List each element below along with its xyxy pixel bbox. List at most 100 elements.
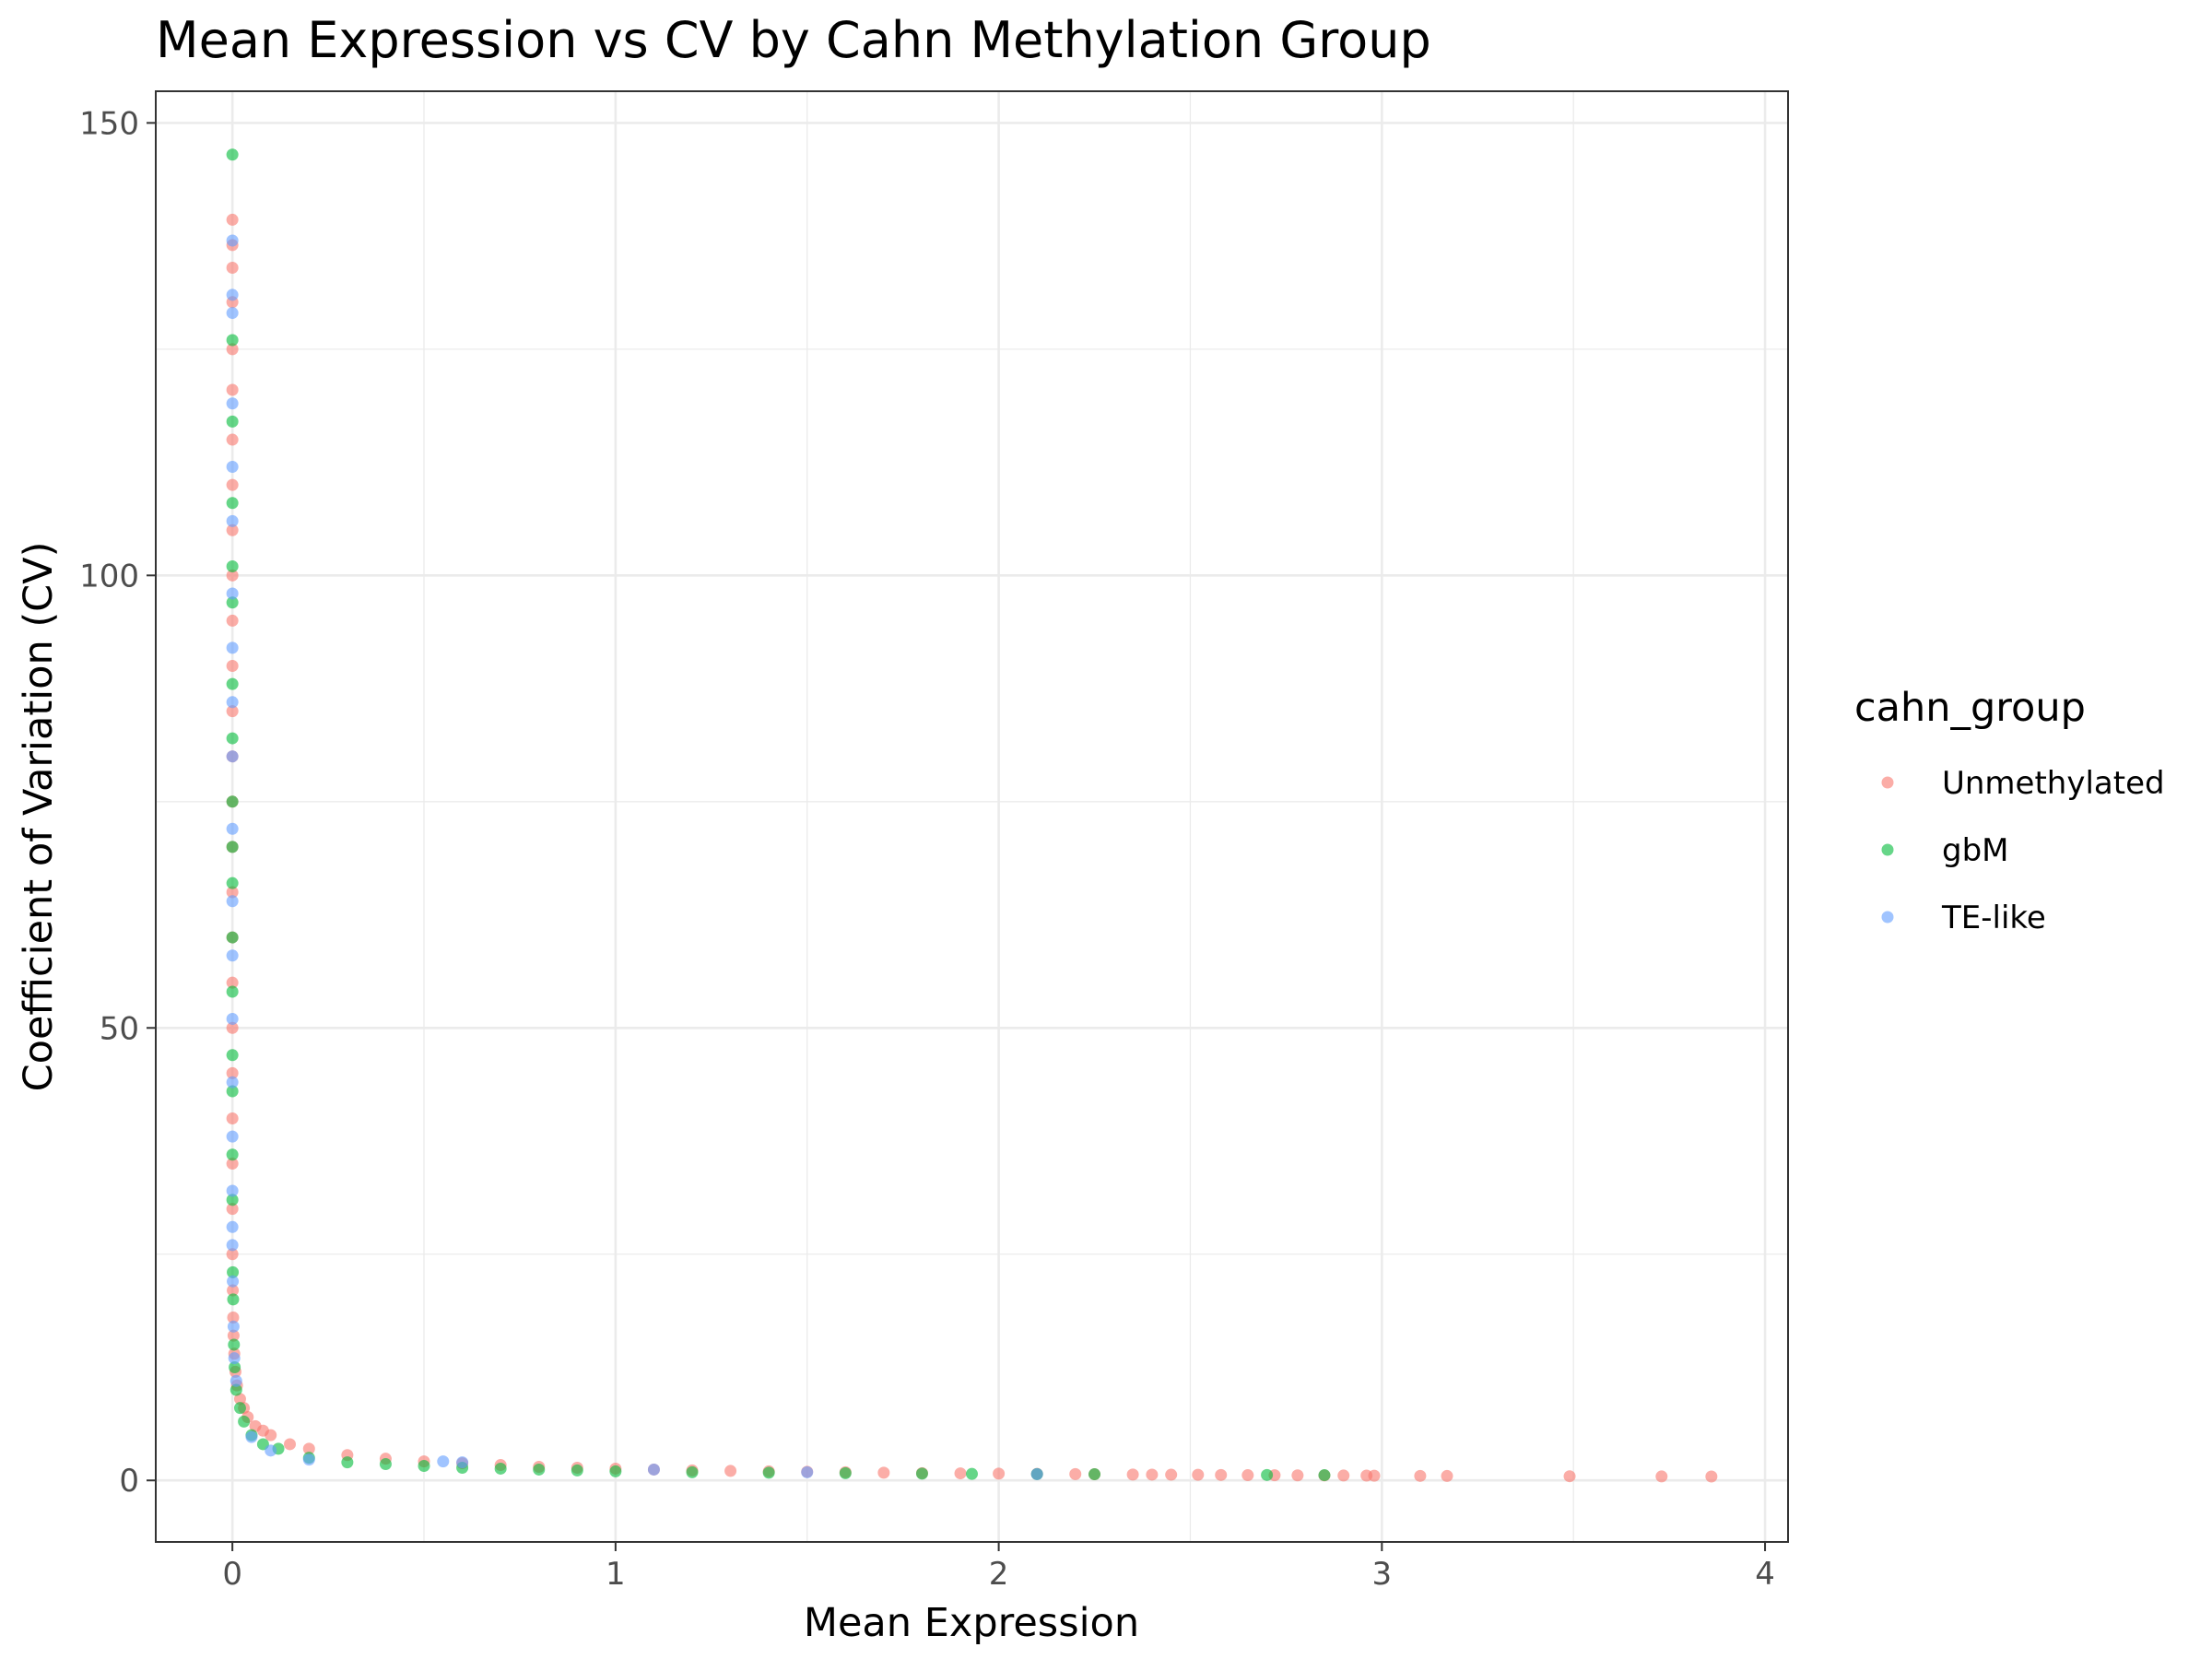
point-unmethylated [1192,1468,1205,1481]
point-unmethylated [954,1467,967,1480]
point-gbm [226,1194,239,1206]
point-gbm [226,148,239,161]
point-te-like [226,288,239,301]
point-gbm [226,415,239,428]
point-gbm [686,1465,699,1478]
point-gbm [226,1049,239,1062]
point-gbm [226,795,239,808]
point-gbm [571,1464,583,1477]
point-te-like [437,1455,450,1468]
point-unmethylated [1126,1468,1139,1481]
point-unmethylated [226,1158,239,1171]
x-tick-label: 4 [1755,1556,1775,1593]
point-gbm [915,1467,928,1480]
point-unmethylated [877,1466,890,1479]
point-gbm [609,1465,622,1477]
point-unmethylated [226,383,239,396]
x-tick-label: 1 [606,1556,626,1593]
point-te-like [245,1430,258,1443]
data-points [226,148,1718,1483]
point-gbm [418,1460,430,1473]
y-tick-label: 100 [79,558,139,594]
point-te-like [228,1352,241,1365]
point-te-like [226,397,239,410]
point-unmethylated [302,1442,315,1455]
y-axis-title: Coefficient of Variation (CV) [16,542,62,1092]
point-gbm [226,985,239,998]
point-gbm [226,677,239,690]
point-te-like [647,1463,660,1476]
chart-title: Mean Expression vs CV by Cahn Methylatio… [156,11,1431,69]
point-te-like [226,696,239,709]
point-unmethylated [265,1429,277,1441]
point-unmethylated [1705,1470,1718,1483]
point-te-like [226,1220,239,1233]
point-te-like [226,1184,239,1197]
point-te-like [226,1012,239,1025]
point-te-like [227,1320,240,1333]
point-unmethylated [226,976,239,989]
legend-key-gbm [1881,843,1894,856]
point-gbm [226,596,239,609]
point-unmethylated [226,614,239,627]
point-unmethylated [226,569,239,582]
point-gbm [228,1338,241,1351]
point-te-like [226,822,239,835]
point-gbm [226,841,239,853]
grid-major [156,91,1788,1542]
point-gbm [966,1467,978,1480]
point-gbm [229,1383,242,1396]
legend-key-te-like [1881,911,1894,924]
legend-label-te-like: TE-like [1941,900,2046,936]
point-te-like [302,1453,315,1466]
point-unmethylated [1441,1469,1453,1482]
point-gbm [839,1466,852,1479]
point-gbm [226,1085,239,1098]
point-gbm [226,497,239,510]
point-unmethylated [724,1465,737,1477]
point-gbm [227,1293,240,1306]
x-axis-title: Mean Expression [804,1600,1139,1646]
point-te-like [226,1239,239,1252]
point-unmethylated [226,478,239,491]
plot-panel [155,90,1789,1543]
point-unmethylated [233,1393,246,1406]
point-te-like [226,460,239,473]
point-gbm [226,931,239,944]
point-unmethylated [1563,1470,1576,1483]
point-gbm [226,1148,239,1161]
legend: cahn_group Unmethylated gbM TE-like [1854,685,2165,936]
point-unmethylated [226,1021,239,1034]
point-unmethylated [226,343,239,356]
point-te-like [226,587,239,600]
point-unmethylated [226,660,239,673]
point-te-like [226,1076,239,1088]
point-unmethylated [226,433,239,446]
y-axis: 0 50 100 150 [79,105,156,1500]
point-gbm [227,1265,240,1278]
point-unmethylated [1337,1469,1350,1482]
point-gbm [226,334,239,347]
point-te-like [226,1130,239,1143]
point-te-like [226,750,239,763]
point-unmethylated [226,1203,239,1216]
point-unmethylated [226,1066,239,1079]
x-tick-label: 3 [1372,1556,1393,1593]
point-gbm [494,1462,507,1475]
point-gbm [233,1402,246,1415]
point-unmethylated [226,261,239,274]
point-unmethylated [1165,1468,1178,1481]
point-gbm [533,1463,546,1476]
point-te-like [1030,1467,1043,1480]
point-unmethylated [1146,1468,1159,1481]
point-te-like [226,234,239,247]
point-te-like [226,895,239,908]
point-te-like [226,949,239,962]
point-te-like [265,1444,277,1457]
legend-key-unmethylated [1881,776,1894,789]
point-te-like [226,641,239,654]
point-gbm [226,877,239,889]
point-unmethylated [227,1329,240,1342]
point-unmethylated [227,1311,240,1324]
